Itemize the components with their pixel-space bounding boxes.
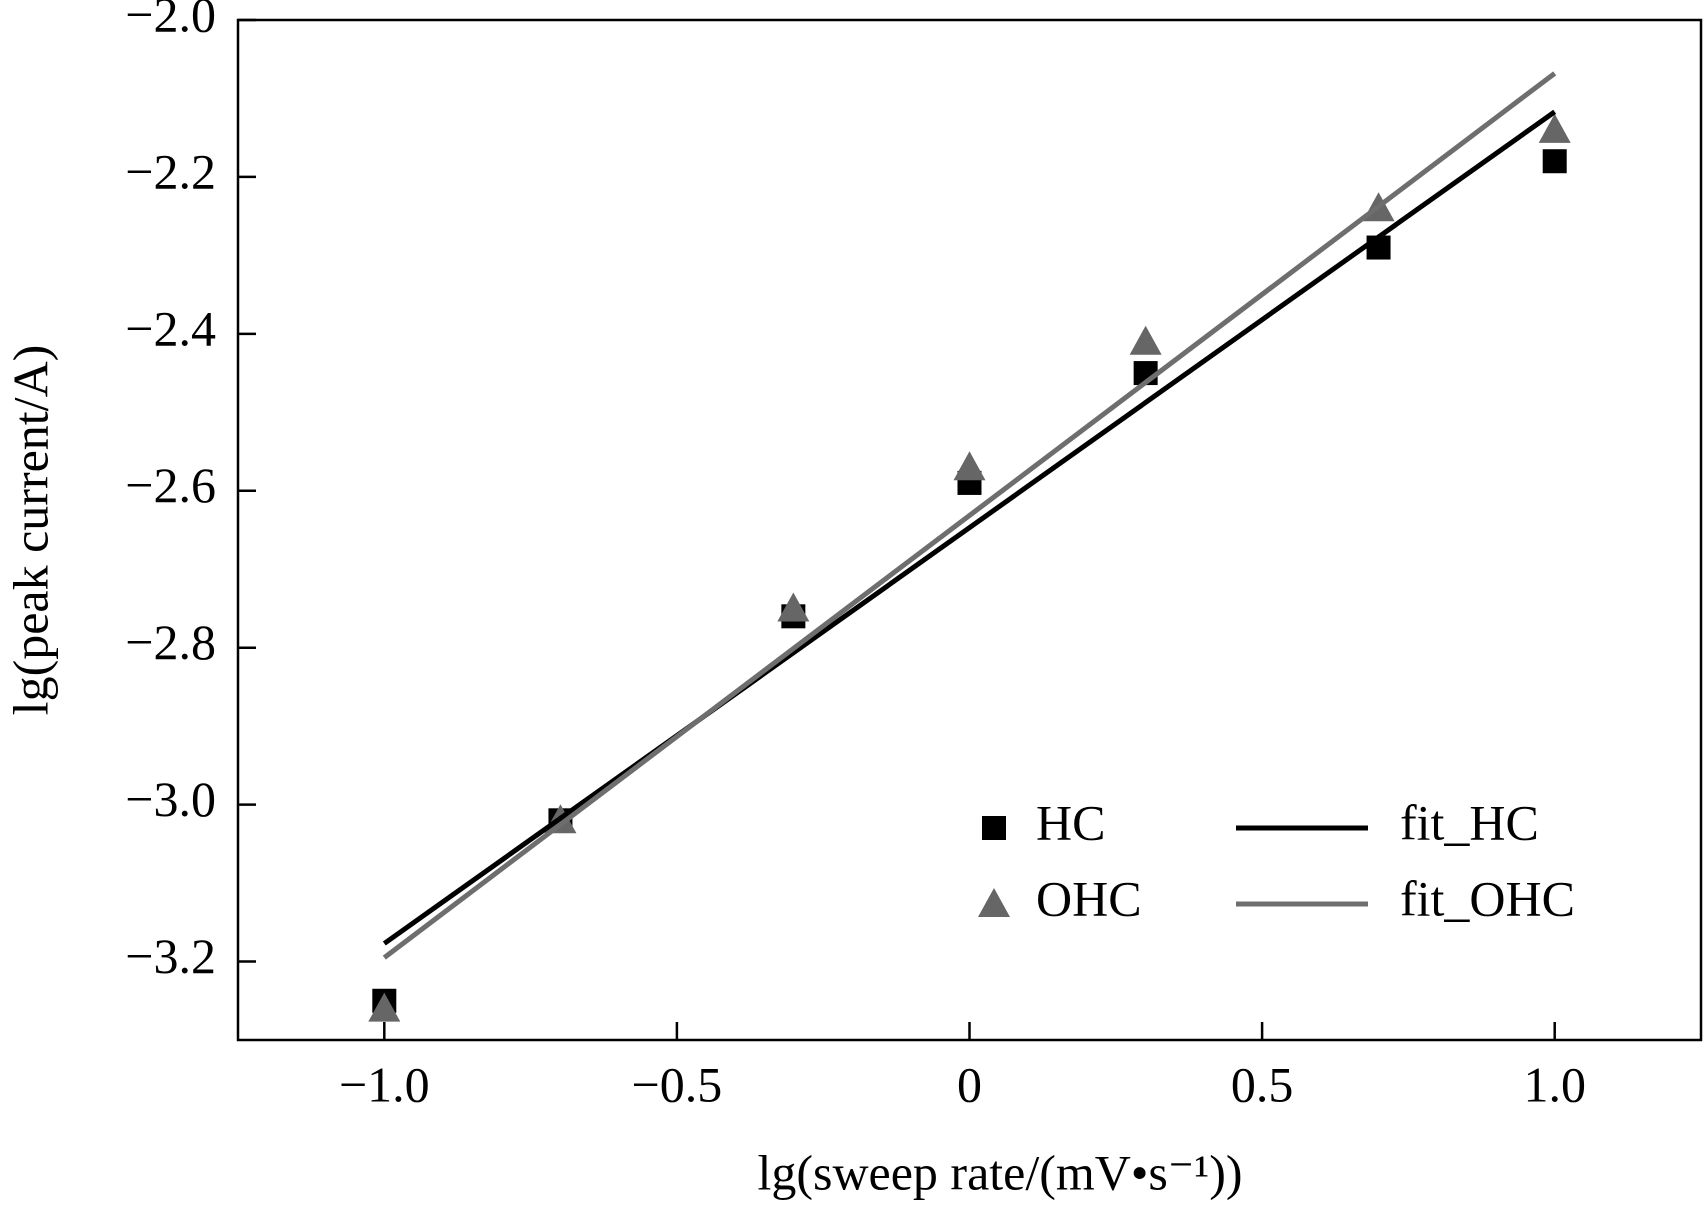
data-point <box>1538 113 1571 143</box>
fit-line <box>382 71 1557 960</box>
legend-label: fit_HC <box>1400 794 1539 850</box>
fit-line <box>382 109 1557 946</box>
x-tick-label: −0.5 <box>632 1056 723 1112</box>
legend-marker <box>982 816 1006 840</box>
data-point <box>1542 149 1567 174</box>
y-tick-label: −2.2 <box>125 143 216 199</box>
legend-marker <box>978 888 1010 917</box>
x-axis-label: lg(sweep rate/(mV•s⁻¹)) <box>757 1144 1242 1200</box>
legend-label: OHC <box>1036 870 1142 926</box>
y-tick-label: −2.4 <box>125 300 216 356</box>
x-tick-label: 1.0 <box>1523 1056 1586 1112</box>
y-tick-label: −2.0 <box>125 0 216 42</box>
data-point <box>777 592 810 622</box>
data-point <box>368 992 401 1022</box>
x-tick-label: −1.0 <box>339 1056 430 1112</box>
x-tick-label: 0 <box>957 1056 982 1112</box>
data-point <box>953 451 986 481</box>
data-point <box>1129 325 1162 355</box>
y-tick-label: −3.2 <box>125 928 216 984</box>
y-tick-label: −2.6 <box>125 457 216 513</box>
x-tick-label: 0.5 <box>1231 1056 1294 1112</box>
y-axis-label: lg(peak current/A) <box>2 345 58 716</box>
legend-label: HC <box>1036 794 1105 850</box>
y-tick-label: −3.0 <box>125 771 216 827</box>
y-tick-label: −2.8 <box>125 614 216 670</box>
legend-label: fit_OHC <box>1400 870 1575 926</box>
